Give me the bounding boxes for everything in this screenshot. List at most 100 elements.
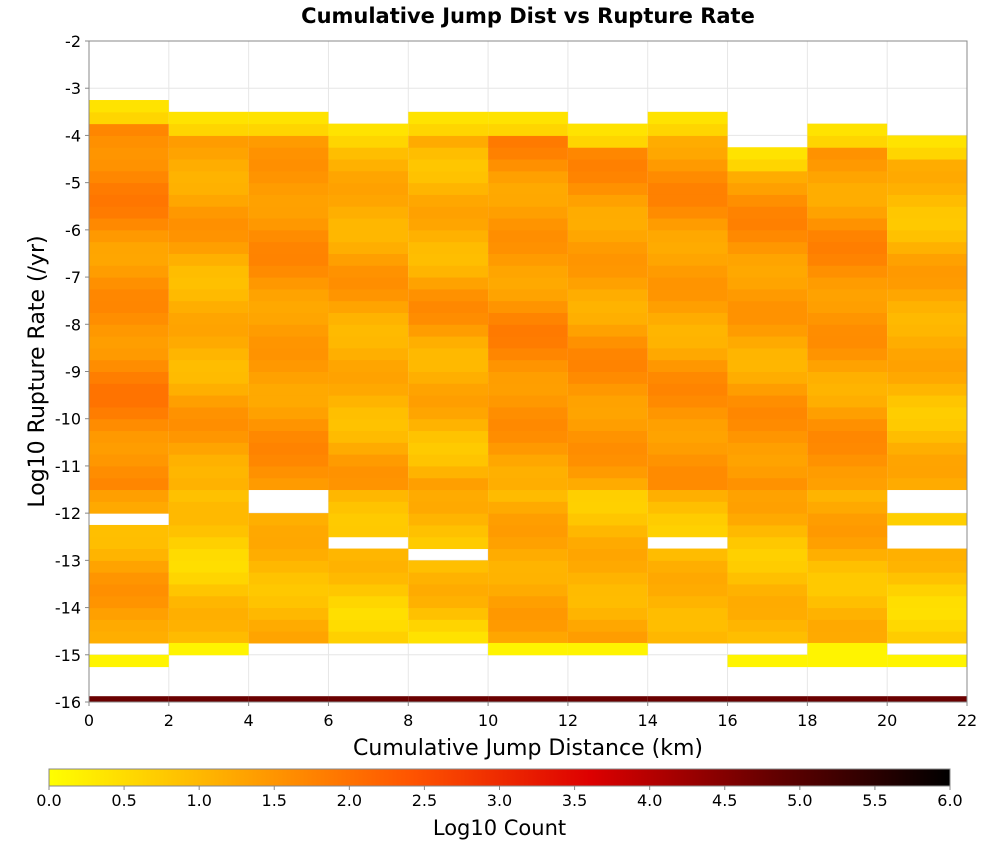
heatmap-cell [408, 513, 489, 526]
heatmap-cell [168, 548, 249, 561]
heatmap-cell [647, 513, 728, 526]
heatmap-cell [727, 170, 808, 184]
heatmap-cell [567, 229, 648, 243]
heatmap-cell [887, 418, 967, 432]
heatmap-cell [248, 206, 329, 219]
heatmap-cell [89, 465, 169, 479]
heatmap-cell [567, 170, 648, 184]
y-tick-label: -7 [65, 268, 81, 287]
heatmap-cell [567, 560, 648, 573]
heatmap-cell [408, 501, 489, 514]
heatmap-cell [887, 277, 967, 290]
heatmap-cell [647, 371, 728, 384]
heatmap-cell [488, 642, 568, 656]
heatmap-cell [248, 583, 329, 597]
heatmap-cell [488, 477, 568, 491]
x-tick-label: 8 [403, 711, 413, 730]
heatmap-cell [89, 560, 169, 573]
heatmap-cell [328, 418, 409, 432]
x-tick-label: 14 [638, 711, 658, 730]
heatmap-cell [807, 560, 888, 573]
heatmap-cell [89, 406, 169, 420]
heatmap-cell [807, 430, 888, 443]
heatmap-cell [887, 159, 967, 172]
heatmap-cell [168, 595, 249, 609]
heatmap-cell [647, 560, 728, 573]
heatmap-cell [727, 696, 808, 702]
heatmap-cell [328, 194, 409, 207]
heatmap-cell [168, 696, 249, 702]
heatmap-cell [408, 123, 489, 136]
heatmap-cell [727, 430, 808, 443]
heatmap-cell [488, 501, 568, 514]
heatmap-cell [168, 524, 249, 538]
heatmap-cell [647, 170, 728, 184]
heatmap-cell [567, 465, 648, 479]
heatmap-cell [89, 477, 169, 491]
heatmap-cell [408, 265, 489, 278]
heatmap-cell [727, 347, 808, 361]
heatmap-cell [89, 218, 169, 231]
heatmap-cell [408, 241, 489, 254]
heatmap-cell [807, 654, 888, 668]
heatmap-cell [807, 312, 888, 325]
heatmap-cell [887, 312, 967, 325]
heatmap-cell [887, 572, 967, 585]
heatmap-cell [488, 383, 568, 396]
heatmap-cell [248, 182, 329, 195]
heatmap-cell [248, 406, 329, 420]
heatmap-cell [328, 383, 409, 396]
heatmap-cell [727, 442, 808, 455]
heatmap-cell [488, 572, 568, 585]
heatmap-cell [168, 371, 249, 384]
heatmap-cell [727, 477, 808, 491]
y-tick-label: -13 [55, 551, 81, 570]
heatmap-cell [168, 560, 249, 573]
heatmap-cell [328, 206, 409, 219]
heatmap-cell [727, 312, 808, 325]
heatmap-cell [727, 359, 808, 372]
heatmap-cell [248, 595, 329, 609]
heatmap-cell [807, 170, 888, 184]
heatmap-cell [168, 442, 249, 455]
heatmap-cell [727, 524, 808, 538]
heatmap-cell [488, 430, 568, 443]
heatmap-cell [488, 359, 568, 372]
heatmap-cell [248, 324, 329, 337]
heatmap-cell [807, 383, 888, 396]
heatmap-cell [567, 572, 648, 585]
heatmap-cell [408, 229, 489, 243]
heatmap-cell [567, 135, 648, 148]
heatmap-cell [488, 513, 568, 526]
heatmap-cell [89, 383, 169, 396]
heatmap-cell [647, 548, 728, 561]
y-tick-label: -5 [65, 174, 81, 193]
heatmap-cell [168, 229, 249, 243]
heatmap-cell [328, 135, 409, 148]
heatmap-cell [567, 489, 648, 502]
heatmap-cell [727, 560, 808, 573]
heatmap-cell [567, 182, 648, 195]
heatmap-cell [727, 182, 808, 195]
heatmap-cell [807, 371, 888, 384]
heatmap-cell [89, 654, 169, 668]
heatmap-cell [887, 548, 967, 561]
heatmap-cell [647, 123, 728, 136]
heatmap-cell [168, 347, 249, 361]
y-tick-label: -4 [65, 126, 81, 145]
heatmap-cell [488, 560, 568, 573]
heatmap-cell [727, 631, 808, 644]
heatmap-cell [328, 300, 409, 313]
heatmap-cell [807, 182, 888, 195]
heatmap-cell [647, 253, 728, 266]
heatmap-cell [647, 265, 728, 278]
heatmap-cell [168, 170, 249, 184]
heatmap-cell [807, 642, 888, 656]
heatmap-cell [488, 206, 568, 219]
heatmap-cell [647, 383, 728, 396]
heatmap-cell [887, 359, 967, 372]
heatmap-cell [248, 383, 329, 396]
heatmap-cell [89, 607, 169, 620]
heatmap-cell [567, 347, 648, 361]
heatmap-cell [89, 501, 169, 514]
